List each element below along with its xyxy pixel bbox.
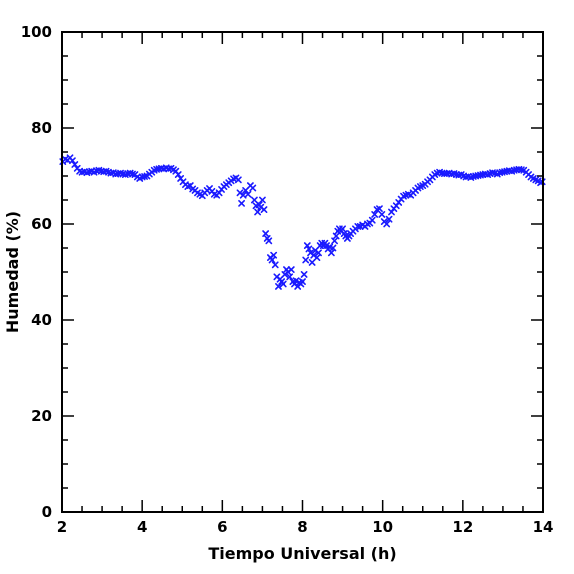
data-point bbox=[262, 230, 270, 237]
data-point bbox=[265, 237, 273, 245]
y-axis-label: Humedad (%) bbox=[3, 211, 22, 333]
data-point bbox=[244, 190, 252, 198]
x-tick-label: 12 bbox=[452, 518, 473, 536]
data-point bbox=[339, 225, 346, 233]
data-point bbox=[286, 273, 294, 281]
data-point bbox=[327, 249, 335, 257]
x-axis-label: Tiempo Universal (h) bbox=[208, 544, 396, 563]
data-points bbox=[59, 154, 546, 290]
data-point bbox=[385, 215, 393, 223]
tick-labels: 2 4 6 8 10 12 14 0 20 40 60 80 100 bbox=[21, 23, 554, 536]
data-point bbox=[292, 277, 300, 285]
data-point bbox=[287, 266, 295, 274]
data-point bbox=[238, 199, 245, 207]
data-point bbox=[271, 261, 279, 269]
data-point bbox=[313, 254, 321, 262]
data-point bbox=[270, 251, 278, 259]
data-point bbox=[378, 211, 386, 218]
y-tick-label: 100 bbox=[21, 23, 52, 41]
data-point bbox=[302, 256, 310, 264]
data-point bbox=[259, 196, 266, 204]
data-point bbox=[174, 171, 182, 178]
x-tick-label: 10 bbox=[372, 518, 393, 536]
y-tick-label: 20 bbox=[31, 407, 52, 425]
y-tick-label: 80 bbox=[31, 119, 52, 137]
data-point bbox=[254, 208, 262, 216]
data-point bbox=[275, 282, 282, 290]
x-tick-label: 6 bbox=[217, 518, 227, 536]
data-point bbox=[300, 270, 308, 278]
plot-frame bbox=[61, 31, 544, 513]
data-point bbox=[71, 161, 79, 168]
y-tick-label: 60 bbox=[31, 215, 52, 233]
data-point bbox=[305, 245, 313, 253]
y-tick-label: 40 bbox=[31, 311, 52, 329]
data-point bbox=[303, 242, 311, 249]
data-point bbox=[249, 184, 257, 192]
data-point bbox=[376, 205, 383, 213]
x-tick-label: 8 bbox=[297, 518, 307, 536]
data-point bbox=[368, 216, 376, 224]
data-point bbox=[371, 211, 379, 218]
data-point bbox=[268, 256, 276, 264]
x-tick-label: 4 bbox=[137, 518, 147, 536]
data-point bbox=[331, 237, 338, 245]
data-point bbox=[234, 176, 242, 184]
data-point bbox=[323, 242, 330, 249]
x-tick-label: 2 bbox=[57, 518, 67, 536]
x-tick-label: 14 bbox=[533, 518, 554, 536]
data-point bbox=[279, 280, 287, 288]
data-point bbox=[260, 206, 268, 213]
data-point bbox=[69, 157, 76, 165]
data-point bbox=[383, 220, 391, 228]
data-point bbox=[299, 278, 306, 286]
y-tick-label: 0 bbox=[42, 503, 52, 521]
data-point bbox=[315, 249, 322, 257]
data-point bbox=[329, 244, 337, 252]
